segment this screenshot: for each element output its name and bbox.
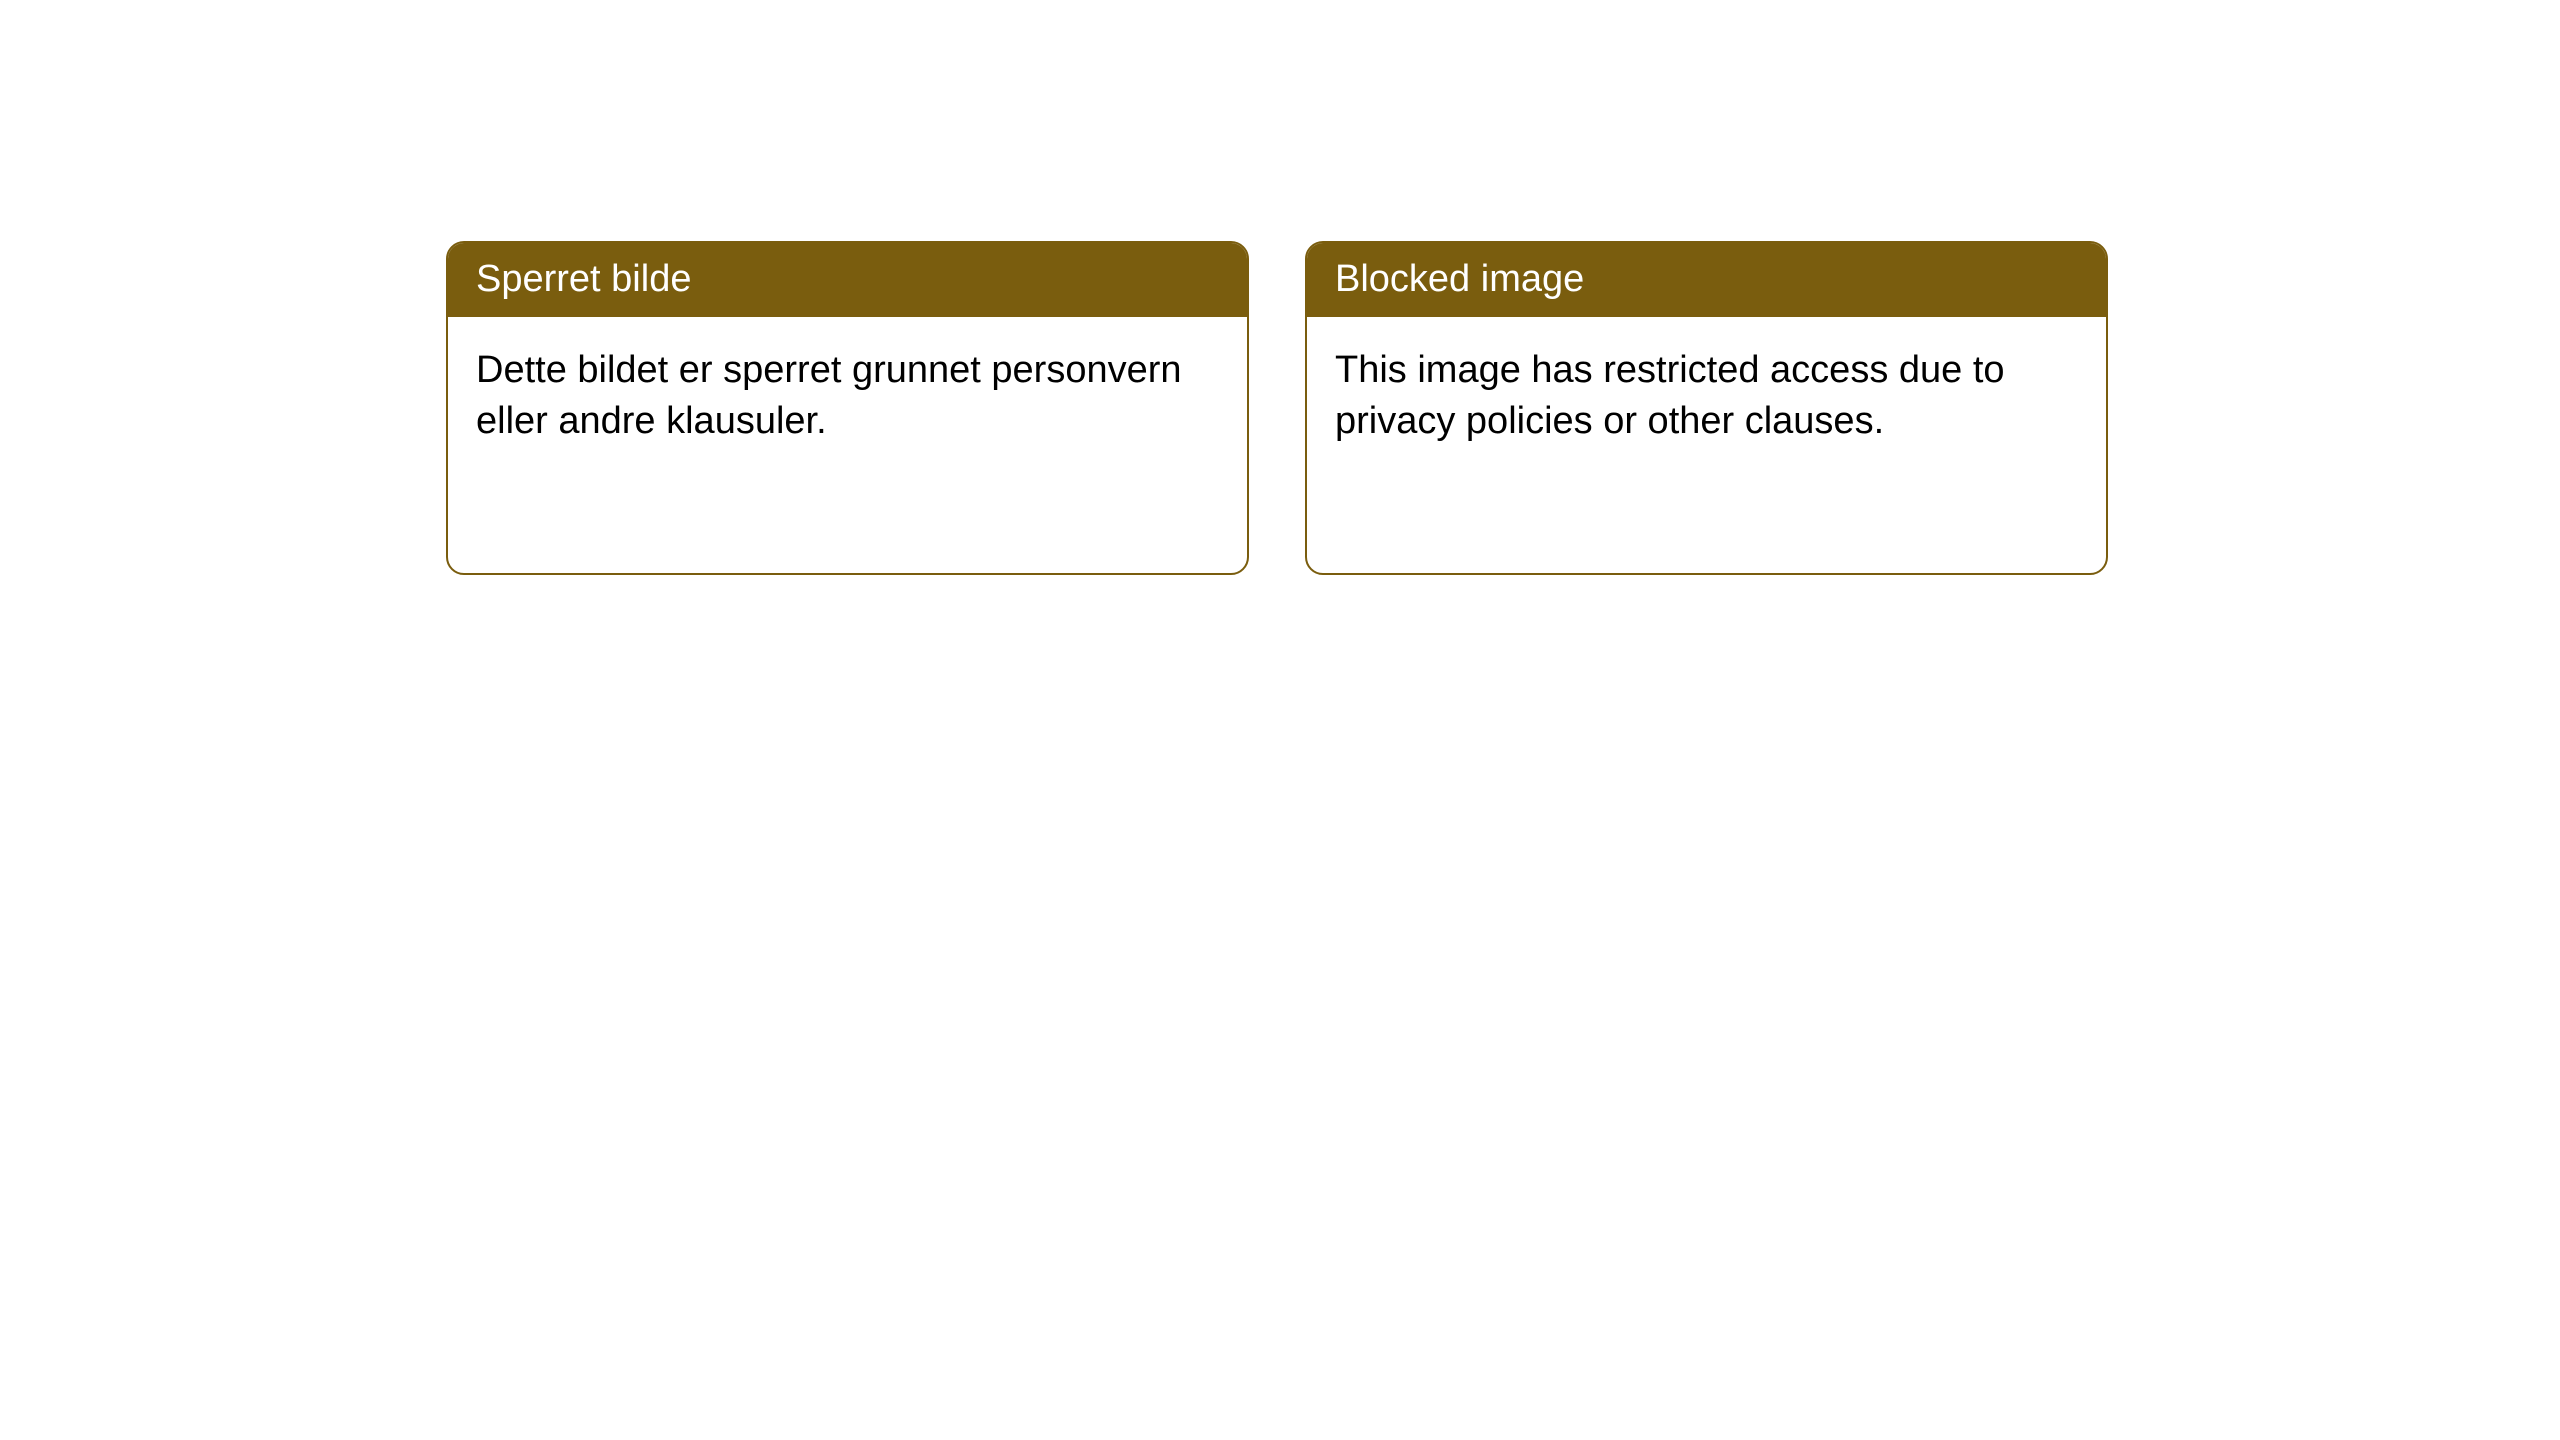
- notice-title-norwegian: Sperret bilde: [448, 243, 1247, 317]
- notice-container: Sperret bilde Dette bildet er sperret gr…: [446, 241, 2108, 575]
- notice-card-norwegian: Sperret bilde Dette bildet er sperret gr…: [446, 241, 1249, 575]
- notice-card-english: Blocked image This image has restricted …: [1305, 241, 2108, 575]
- notice-body-norwegian: Dette bildet er sperret grunnet personve…: [448, 317, 1247, 476]
- notice-body-english: This image has restricted access due to …: [1307, 317, 2106, 476]
- notice-title-english: Blocked image: [1307, 243, 2106, 317]
